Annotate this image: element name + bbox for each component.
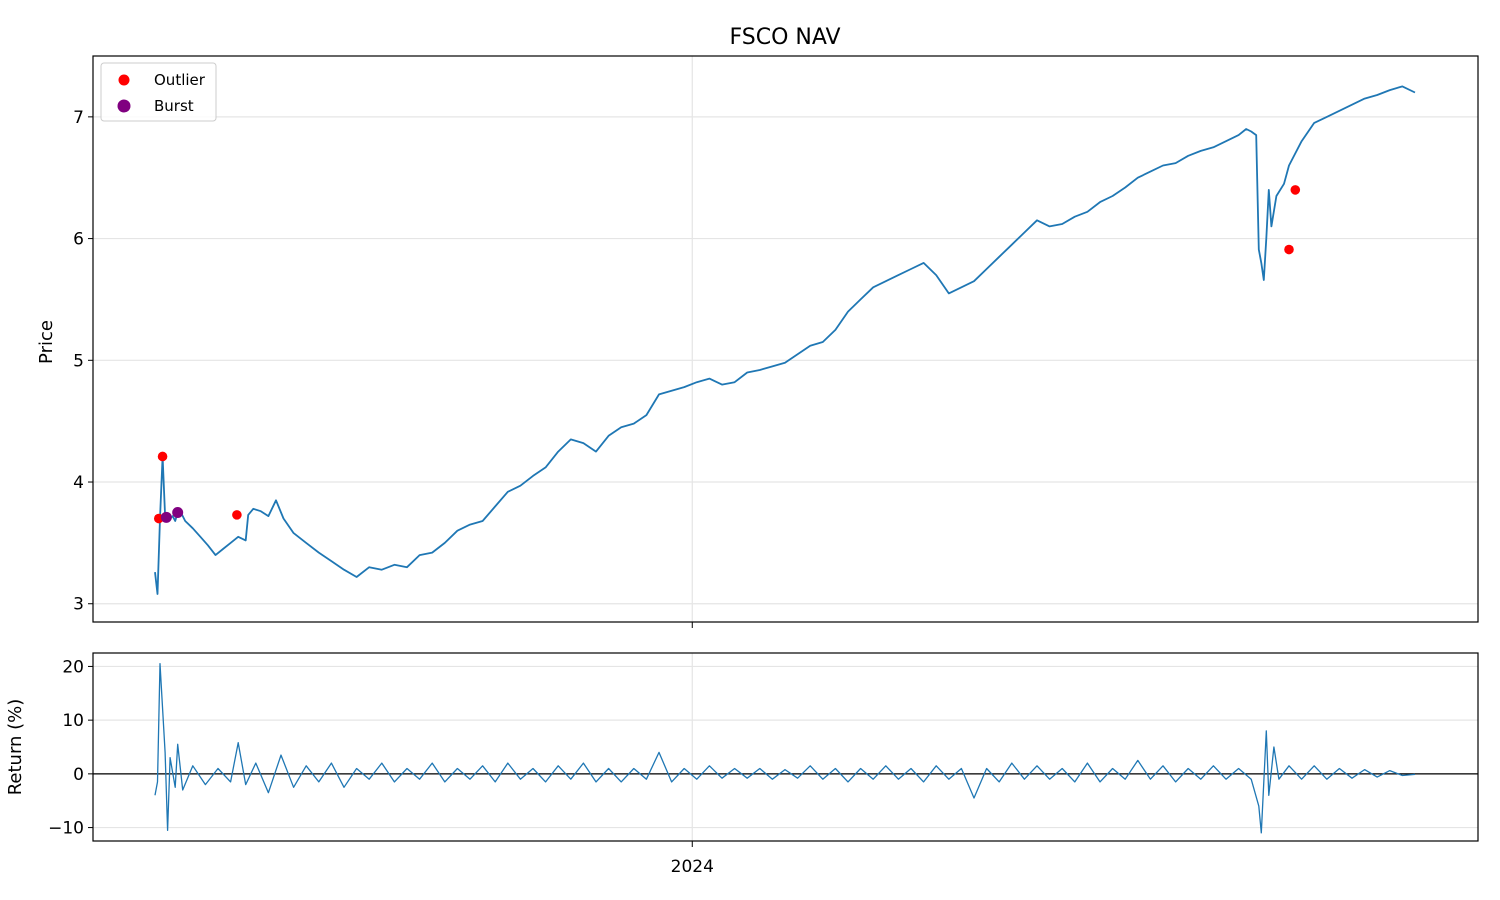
y-tick-label: 20 (62, 657, 84, 677)
legend: Outlier Burst (100, 62, 217, 122)
y-tick-label: −10 (48, 819, 84, 839)
return-y-ticks: −10 0 10 20 (48, 657, 93, 839)
y-tick-label: 7 (73, 108, 84, 128)
outlier-marker (1284, 244, 1294, 255)
y-tick-label: 0 (73, 765, 84, 785)
burst-marker (160, 511, 172, 523)
return-series (154, 663, 1416, 834)
price-y-ticks: 3 4 5 6 7 (73, 108, 693, 628)
y-tick-label: 6 (73, 230, 84, 250)
chart-title: FSCO NAV (729, 25, 840, 50)
y-tick-label: 4 (73, 473, 84, 493)
price-panel: FSCO NAV Price 3 4 5 6 7 Outlier Burst (36, 25, 1479, 628)
legend-burst-label: Burst (154, 97, 194, 115)
y-tick-label: 10 (62, 711, 84, 731)
return-axis-label: Return (%) (5, 699, 26, 796)
outlier-marker (157, 451, 168, 462)
nav-line (154, 85, 1416, 595)
return-plot-frame (92, 652, 1479, 842)
price-markers (153, 185, 1301, 524)
return-panel: Return (%) −10 0 10 20 2024 (5, 652, 1479, 877)
y-tick-label: 3 (73, 595, 84, 615)
price-axis-label: Price (36, 320, 57, 364)
x-tick-label: 2024 (671, 857, 714, 877)
outlier-marker (1290, 185, 1301, 195)
legend-burst-marker (117, 99, 131, 113)
legend-outlier-marker (118, 74, 130, 86)
price-plot-frame (92, 55, 1479, 623)
legend-outlier-label: Outlier (154, 71, 206, 89)
y-tick-label: 5 (73, 351, 84, 371)
burst-marker (172, 506, 184, 518)
price-grid (93, 56, 1478, 622)
x-axis-ticks: 2024 (671, 841, 714, 877)
outlier-marker (232, 510, 242, 520)
price-series (154, 85, 1416, 595)
return-line (154, 663, 1416, 834)
